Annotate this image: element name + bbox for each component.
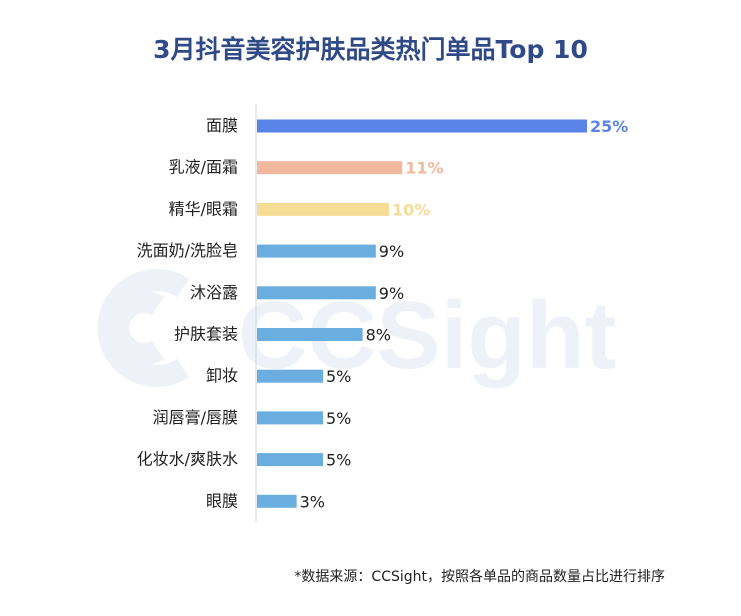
bar	[257, 286, 376, 300]
bar	[257, 244, 376, 258]
footnote: *数据来源：CCSight，按照各单品的商品数量占比进行排序	[294, 569, 665, 585]
bar-value-label: 5%	[326, 367, 351, 386]
bar-value-label: 25%	[590, 117, 628, 136]
bar	[257, 119, 587, 133]
bar	[257, 369, 323, 383]
bar	[257, 494, 297, 508]
bar	[257, 161, 403, 175]
category-label: 眼膜	[206, 491, 238, 510]
category-label: 面膜	[206, 116, 238, 135]
bar	[257, 202, 389, 216]
bar-value-label: 3%	[300, 492, 325, 511]
bar-value-label: 8%	[366, 326, 391, 345]
bar	[257, 328, 363, 341]
chart-title: 3月抖音美容护肤品类热门单品Top 10	[153, 35, 588, 64]
category-label: 沐浴露	[190, 283, 238, 302]
category-label: 润唇膏/唇膜	[153, 408, 238, 427]
bar	[257, 453, 323, 467]
bar	[257, 411, 323, 425]
category-label: 护肤套装	[174, 325, 238, 344]
category-label: 乳液/面霜	[169, 158, 238, 177]
category-label: 洗面奶/洗脸皂	[137, 241, 238, 260]
category-label: 化妆水/爽肤水	[137, 450, 238, 469]
bar-value-label: 9%	[379, 284, 404, 303]
bar-value-label: 10%	[392, 200, 430, 219]
category-label: 精华/眼霜	[169, 199, 238, 218]
bar-value-label: 5%	[326, 409, 351, 428]
bar-value-label: 11%	[405, 159, 443, 178]
bar-value-label: 9%	[379, 242, 404, 261]
category-label: 卸妆	[206, 366, 238, 385]
bar-value-label: 5%	[326, 451, 351, 470]
